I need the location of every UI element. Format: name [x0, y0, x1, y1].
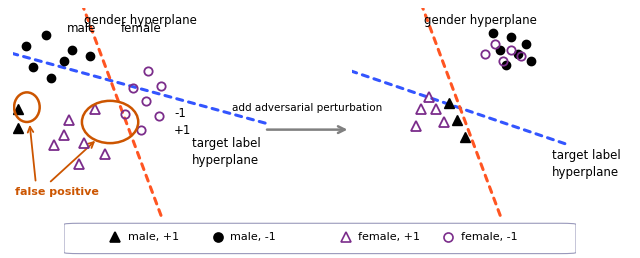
Text: target label: target label: [192, 137, 260, 150]
FancyBboxPatch shape: [64, 223, 576, 254]
Text: add adversarial perturbation: add adversarial perturbation: [232, 103, 382, 113]
Text: male, +1: male, +1: [128, 232, 179, 242]
Text: +1: +1: [174, 124, 191, 137]
Text: female, +1: female, +1: [358, 232, 420, 242]
Text: gender hyperplane: gender hyperplane: [84, 14, 197, 27]
Text: hyperplane: hyperplane: [192, 154, 259, 167]
Text: false positive: false positive: [15, 187, 99, 197]
Text: female: female: [120, 22, 161, 35]
Text: hyperplane: hyperplane: [552, 166, 619, 179]
Text: -1: -1: [174, 107, 186, 120]
Text: male, -1: male, -1: [230, 232, 276, 242]
Text: gender hyperplane: gender hyperplane: [424, 14, 536, 27]
Text: target label: target label: [552, 149, 620, 162]
Text: female, -1: female, -1: [461, 232, 517, 242]
Text: male: male: [67, 22, 97, 35]
